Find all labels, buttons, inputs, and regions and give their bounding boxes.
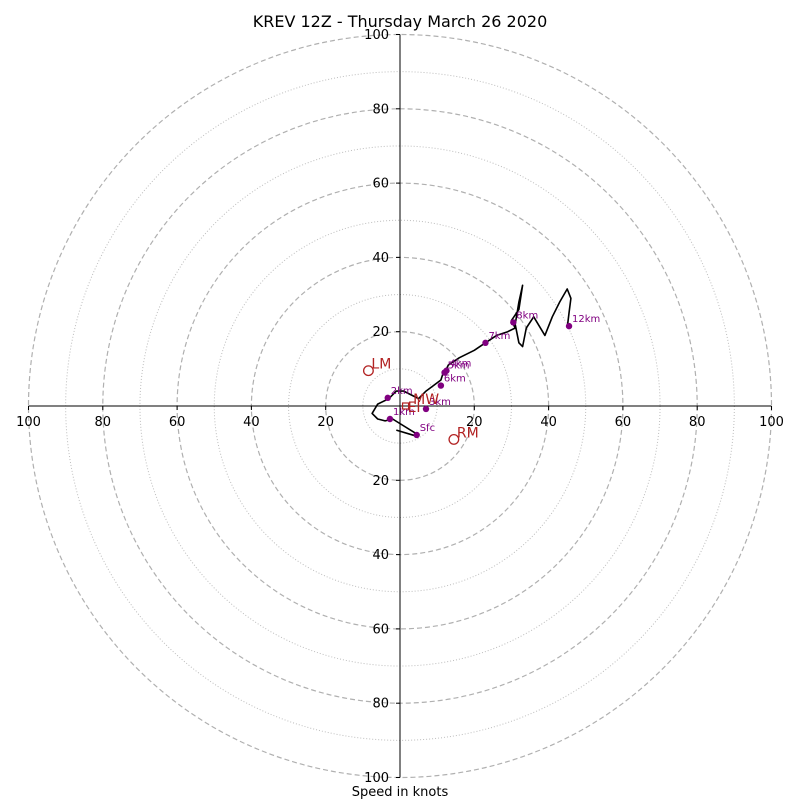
storm-motion-marker-RM	[448, 433, 460, 445]
y-tick-label: 60	[372, 622, 389, 637]
chart-title: KREV 12Z - Thursday March 26 2020	[253, 12, 548, 31]
height-label-12km: 12km	[572, 314, 600, 325]
height-point-1km	[386, 415, 394, 423]
x-tick-label: 20	[317, 415, 334, 430]
y-tick-label: 20	[372, 474, 389, 489]
y-tick-label: 40	[372, 548, 389, 563]
x-tick-label: 60	[169, 415, 186, 430]
y-tick-label: 20	[372, 325, 389, 340]
height-point-12km	[565, 322, 573, 330]
x-tick-label: 40	[540, 415, 557, 430]
height-label-1km: 1km	[393, 407, 415, 418]
height-point-3km	[422, 405, 430, 413]
storm-motion-label-RM: RM	[457, 425, 479, 441]
storm-motion-marker-EI	[401, 402, 410, 410]
axis-ticks: 100 80 60 40 20 20 40 60 80 100 100 80 60 40 20 20 40 60 8…	[16, 28, 784, 786]
x-axis-label: Speed in knots	[352, 785, 449, 800]
height-point-7km	[482, 339, 489, 347]
y-tick-label: 100	[364, 771, 389, 786]
storm-motion-label-MW: MW	[413, 392, 439, 408]
height-label-Sfc: Sfc	[420, 423, 435, 434]
hodograph-line	[371, 284, 572, 437]
height-label-4km: 4km	[449, 359, 471, 370]
storm-motion-marker-LM	[362, 365, 374, 377]
x-tick-label: 60	[615, 415, 632, 430]
x-tick-label: 20	[466, 415, 483, 430]
height-label-6km: 6km	[444, 374, 466, 385]
x-tick-label: 40	[243, 415, 260, 430]
height-point-8km	[510, 319, 517, 326]
axes	[28, 34, 772, 778]
height-point-4km	[443, 367, 450, 374]
height-label-2km: 2km	[391, 386, 413, 397]
storm-motion-label-EI: EI	[408, 400, 421, 416]
height-label-3km: 3km	[429, 397, 451, 408]
x-tick-label: 80	[95, 415, 112, 430]
height-point-6km	[437, 382, 445, 389]
hodograph-trace	[371, 284, 572, 437]
height-label-8km: 8km	[516, 310, 538, 321]
y-tick-label: 100	[364, 28, 389, 43]
x-tick-label: 100	[759, 415, 784, 430]
y-tick-label: 80	[372, 697, 389, 712]
x-tick-label: 100	[16, 415, 41, 430]
height-point-2km	[384, 394, 391, 402]
height-label-7km: 7km	[488, 331, 510, 342]
y-tick-label: 80	[372, 102, 389, 117]
x-tick-label: 80	[689, 415, 706, 430]
height-point-Sfc	[413, 431, 420, 439]
y-tick-label: 40	[372, 251, 389, 266]
storm-motion-label-LM: LM	[371, 357, 391, 373]
height-label-5km: 5km	[448, 361, 470, 372]
y-tick-label: 60	[372, 177, 389, 192]
